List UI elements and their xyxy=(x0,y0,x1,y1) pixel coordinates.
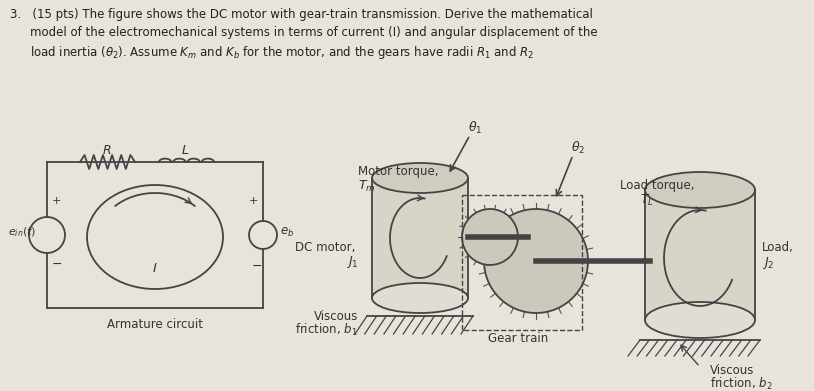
Text: DC motor,: DC motor, xyxy=(295,242,355,255)
Text: 3.   (15 pts) The figure shows the DC motor with gear-train transmission. Derive: 3. (15 pts) The figure shows the DC moto… xyxy=(10,8,593,21)
Text: $J_2$: $J_2$ xyxy=(762,255,774,271)
Text: Viscous: Viscous xyxy=(313,310,358,323)
Ellipse shape xyxy=(372,283,468,313)
Text: $T_m$: $T_m$ xyxy=(358,178,375,194)
Ellipse shape xyxy=(645,302,755,338)
Text: $J_1$: $J_1$ xyxy=(345,254,358,270)
Text: Motor torque,: Motor torque, xyxy=(358,165,439,179)
Text: $\theta_1$: $\theta_1$ xyxy=(468,120,482,136)
Text: friction, $b_1$: friction, $b_1$ xyxy=(295,322,358,338)
Text: friction, $b_2$: friction, $b_2$ xyxy=(710,376,772,391)
Text: $\theta_2$: $\theta_2$ xyxy=(571,140,585,156)
Text: Load,: Load, xyxy=(762,242,794,255)
Text: $T_L$: $T_L$ xyxy=(640,192,654,208)
Text: $e_{in}(t)$: $e_{in}(t)$ xyxy=(8,225,37,239)
Text: $e_b$: $e_b$ xyxy=(280,226,294,239)
Text: $R$: $R$ xyxy=(103,143,112,156)
Circle shape xyxy=(462,209,518,265)
Bar xyxy=(462,195,582,330)
Bar xyxy=(645,190,755,320)
Text: Armature circuit: Armature circuit xyxy=(107,319,203,332)
Text: model of the electromechanical systems in terms of current (I) and angular displ: model of the electromechanical systems i… xyxy=(30,26,597,39)
Text: Load torque,: Load torque, xyxy=(620,179,694,192)
Text: $-$: $-$ xyxy=(51,256,62,269)
Ellipse shape xyxy=(372,163,468,193)
Text: $+$: $+$ xyxy=(51,194,61,206)
Bar xyxy=(372,178,468,298)
Text: $+$: $+$ xyxy=(248,194,258,206)
Circle shape xyxy=(484,209,588,313)
Text: $L$: $L$ xyxy=(181,143,189,156)
Text: load inertia ($\theta_2$). Assume $K_m$ and $K_b$ for the motor, and the gears h: load inertia ($\theta_2$). Assume $K_m$ … xyxy=(30,44,534,61)
Text: $-$: $-$ xyxy=(251,258,262,271)
Text: $I$: $I$ xyxy=(152,262,158,274)
Text: Gear train: Gear train xyxy=(488,332,548,344)
Text: Viscous: Viscous xyxy=(710,364,755,377)
Ellipse shape xyxy=(645,172,755,208)
